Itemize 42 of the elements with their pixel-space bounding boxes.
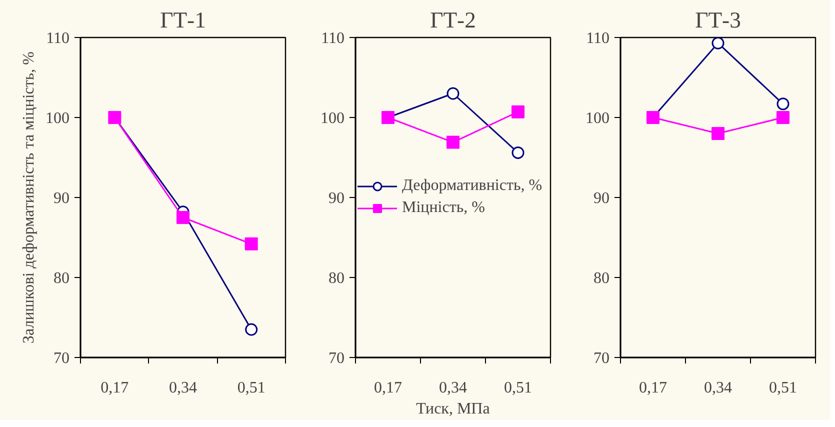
- x-tick-label: 0,51: [769, 380, 797, 396]
- y-tick-label: 110: [46, 30, 70, 47]
- point: [712, 127, 724, 140]
- x-tick-label: 0,17: [639, 380, 667, 396]
- x-tick-label: 0,34: [704, 380, 732, 396]
- point: [245, 323, 258, 336]
- y-tick-label: 80: [328, 270, 344, 287]
- x-tick-label: 0,17: [374, 380, 402, 396]
- legend-label: Деформативність, %: [402, 177, 542, 195]
- legend-label: Міцність, %: [402, 199, 485, 217]
- chart-title: ГТ-3: [695, 8, 741, 32]
- point: [446, 136, 460, 149]
- point: [776, 111, 790, 124]
- y-tick-label: 100: [586, 110, 610, 127]
- y-tick-label: 90: [54, 190, 70, 207]
- x-tick-label: 0,17: [100, 380, 129, 396]
- point: [176, 211, 190, 224]
- chart-title: ГТ-2: [430, 8, 476, 32]
- point: [446, 87, 460, 100]
- y-tick-label: 80: [594, 270, 610, 287]
- point: [512, 105, 524, 118]
- y-tick-label: 70: [594, 350, 610, 367]
- x-tick-label: 0,51: [504, 380, 532, 396]
- x-axis-title: Тиск, МПа: [416, 400, 490, 418]
- chart-title: ГТ-1: [160, 8, 206, 32]
- x-tick-label: 0,34: [439, 380, 467, 396]
- point: [244, 237, 258, 250]
- point: [512, 146, 524, 159]
- y-tick-label: 110: [321, 30, 344, 47]
- y-tick-label: 90: [328, 190, 344, 207]
- y-axis-title: Залишкові деформативність та міцність, %: [20, 51, 38, 344]
- point: [712, 38, 724, 50]
- y-tick-label: 80: [54, 270, 70, 287]
- x-tick-label: 0,34: [169, 380, 197, 396]
- y-tick-label: 100: [320, 110, 344, 127]
- point: [776, 98, 790, 110]
- y-tick-label: 70: [328, 350, 344, 367]
- y-tick-label: 90: [594, 190, 610, 207]
- y-tick-label: 70: [54, 350, 70, 367]
- x-tick-label: 0,51: [237, 380, 266, 396]
- y-tick-label: 110: [586, 30, 610, 47]
- y-tick-label: 100: [46, 110, 70, 127]
